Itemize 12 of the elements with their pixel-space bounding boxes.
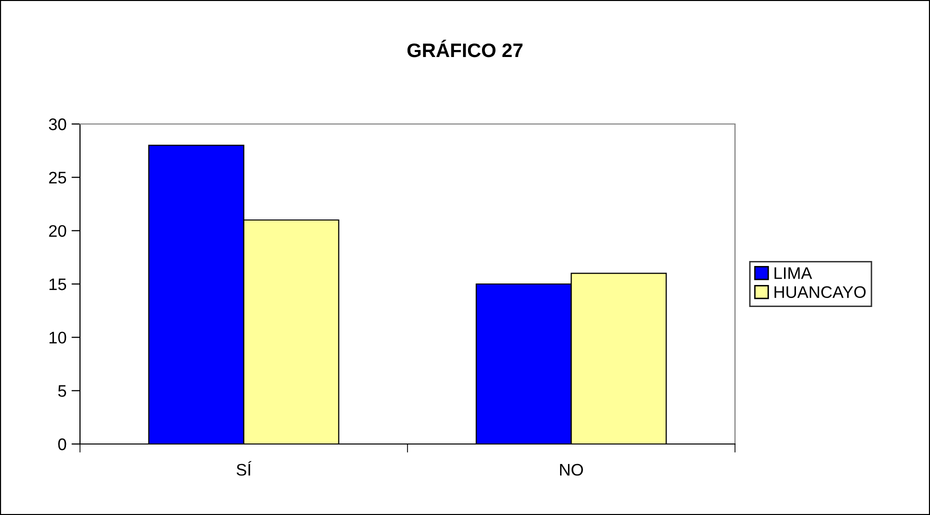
legend-label: LIMA <box>774 267 812 279</box>
legend-label: HUANCAYO <box>774 286 866 298</box>
x-tick-label: NO <box>560 464 583 476</box>
x-tick-label: SÍ <box>236 461 252 476</box>
y-tick-label: 5 <box>58 385 66 397</box>
y-tick-label: 20 <box>49 225 66 237</box>
y-tick-label: 15 <box>50 278 66 290</box>
y-tick-label: 25 <box>49 172 66 184</box>
y-tick-label: 10 <box>50 332 66 344</box>
y-tick-label: 0 <box>58 438 66 450</box>
y-tick-label: 30 <box>48 118 66 130</box>
chart-title: GRÁFICO 27 <box>407 40 522 58</box>
